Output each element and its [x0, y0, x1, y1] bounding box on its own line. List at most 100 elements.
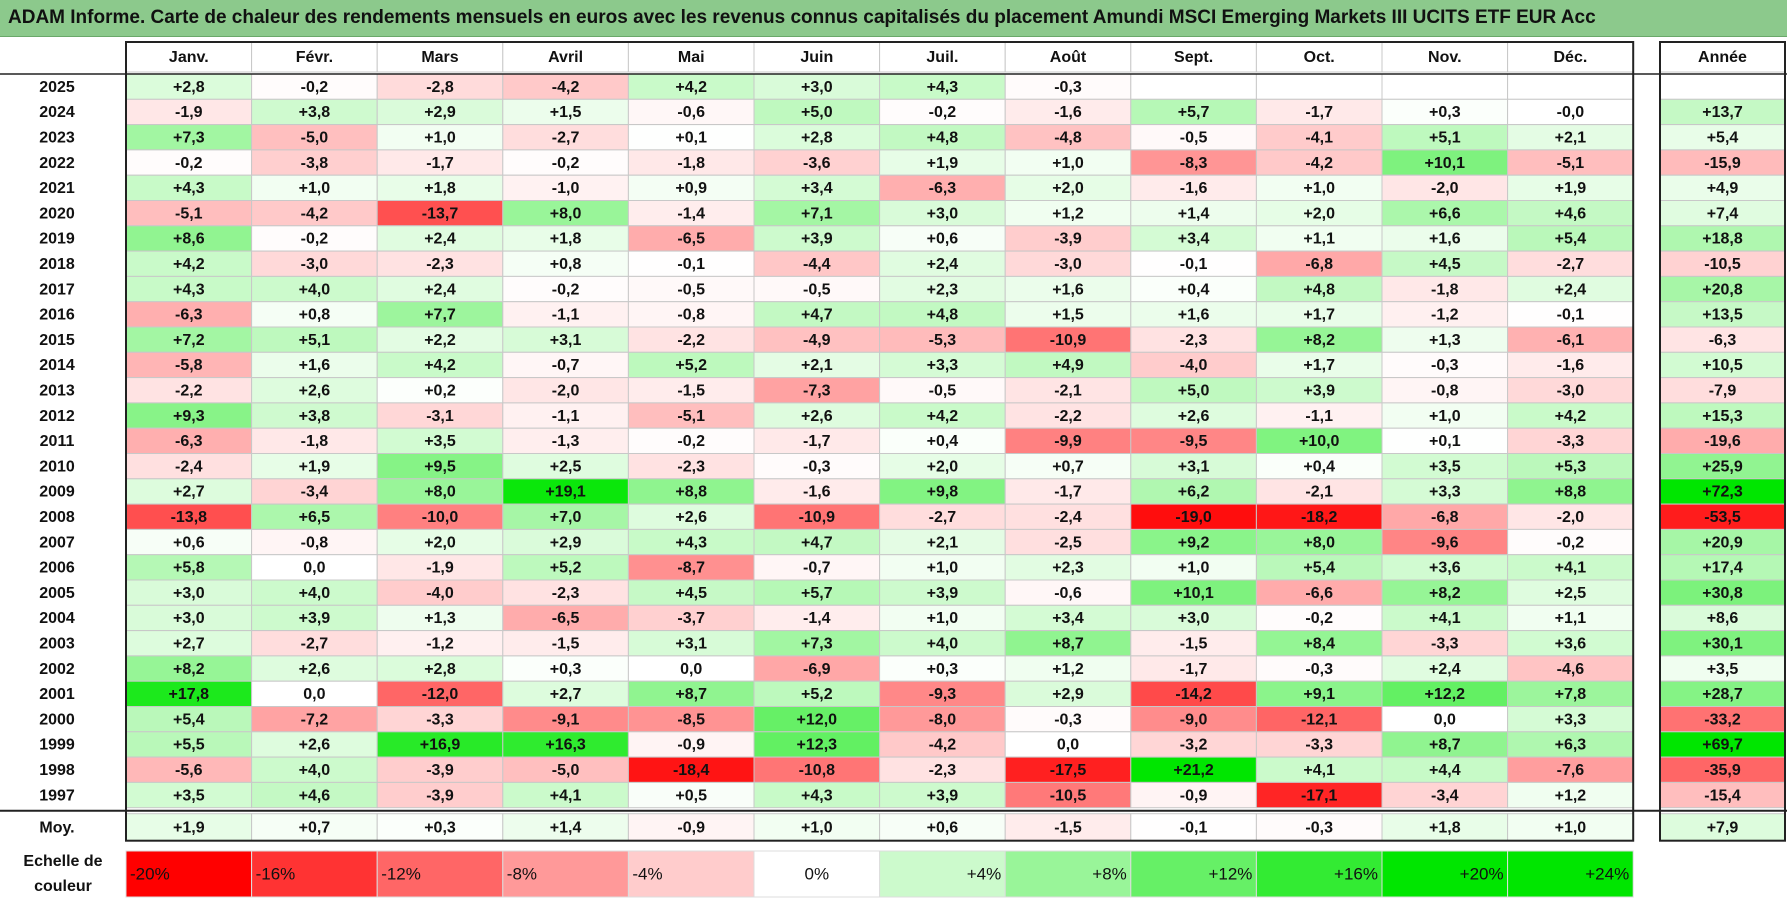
cell-value-label: +0,1 [1429, 433, 1461, 450]
heat-cell [376, 301, 504, 328]
heat-cell [879, 174, 1006, 201]
heat-cell [502, 427, 629, 455]
cell-value-label: +4,0 [299, 281, 331, 298]
cell-value-label: +0,8 [550, 256, 582, 273]
heat-cell [502, 225, 629, 252]
cell-value-label: +12,0 [797, 711, 838, 728]
cell-value-label: -8,0 [929, 711, 957, 728]
heat-cell [1507, 630, 1634, 657]
cell-value-label: -1,6 [1557, 357, 1585, 374]
cell-value-label: +2,7 [173, 484, 205, 501]
heat-cell [1004, 478, 1132, 505]
cell-value-label: -2,3 [552, 585, 580, 602]
average-cell [879, 813, 1006, 842]
month-header-label: Nov. [1428, 49, 1461, 66]
cell-value-label: +1,8 [424, 180, 456, 197]
cell-value-label: +2,3 [927, 281, 959, 298]
average-cell [753, 813, 881, 842]
average-cell [251, 813, 378, 842]
row-year-label: 2010 [39, 458, 75, 475]
heat-cell [753, 174, 881, 201]
cell-value-label: -10,9 [799, 509, 836, 526]
cell-value-label: +2,2 [424, 332, 456, 349]
heat-cell [502, 377, 629, 404]
cell-value-label: +2,4 [424, 231, 456, 248]
heat-cell [1507, 301, 1634, 328]
heat-cell [251, 781, 378, 809]
cell-value-label: -6,3 [175, 307, 203, 324]
scale-step-label: -8% [507, 864, 537, 883]
cell-value-label: +2,0 [1303, 205, 1335, 222]
heat-cell [1381, 453, 1509, 480]
heat-cell [1004, 351, 1132, 379]
cell-value-label: -6,8 [1431, 509, 1459, 526]
cell-value-label: +1,0 [1429, 408, 1461, 425]
cell-value-label: +4,6 [299, 787, 331, 804]
cell-value-label: +2,8 [424, 661, 456, 678]
cell-value-label: +4,3 [173, 281, 205, 298]
heat-cell [251, 301, 378, 328]
heat-cell [1255, 478, 1383, 505]
cell-value-label: +16,3 [545, 737, 586, 754]
cell-value-label: -3,9 [426, 787, 454, 804]
heat-cell [1130, 377, 1257, 404]
month-header-label: Mai [678, 49, 705, 66]
heat-cell [125, 756, 253, 783]
annual-cell [1659, 377, 1786, 404]
cell-value-label: -1,8 [1431, 281, 1459, 298]
cell-value-label: +1,1 [1555, 610, 1587, 627]
cell-value-label: -0,6 [677, 104, 705, 121]
row-year-label: 2003 [39, 635, 75, 652]
heat-cell [376, 200, 504, 227]
cell-value-label: +10,1 [1173, 585, 1214, 602]
cell-value-label: -1,4 [677, 205, 705, 222]
cell-value-label: -1,4 [803, 610, 831, 627]
row-year-label: 2009 [39, 484, 75, 501]
cell-value-label: -12,1 [1301, 711, 1338, 728]
heat-cell [251, 756, 378, 783]
cell-value-label: -3,6 [803, 155, 831, 172]
heat-cell [627, 554, 755, 581]
cell-value-label: -0,5 [677, 281, 705, 298]
cell-value-label: -0,0 [1557, 104, 1585, 121]
row-year-label: 2025 [39, 79, 75, 96]
cell-value-label: +2,4 [424, 281, 456, 298]
cell-value-label: +4,1 [550, 787, 582, 804]
heat-cell [376, 351, 504, 379]
heat-cell [1004, 781, 1132, 809]
heat-cell [125, 706, 253, 733]
cell-value-label: -1,5 [1180, 635, 1208, 652]
heat-cell [753, 528, 881, 556]
heat-cell [1130, 275, 1257, 303]
average-value-label: -0,3 [1305, 819, 1333, 836]
heat-cell [251, 478, 378, 505]
cell-value-label: +3,9 [927, 585, 959, 602]
average-cell [1255, 813, 1383, 842]
heat-cell [627, 655, 755, 682]
cell-value-label: +3,3 [1555, 711, 1587, 728]
cell-value-label: +3,3 [927, 357, 959, 374]
cell-value-label: -1,5 [552, 635, 580, 652]
cell-value-label: -1,6 [1054, 104, 1082, 121]
cell-value-label: -1,3 [552, 433, 580, 450]
heat-cell [627, 351, 755, 379]
cell-value-label: -1,7 [1180, 661, 1208, 678]
heat-cell [1381, 503, 1509, 530]
heat-cell [1130, 200, 1257, 227]
cell-value-label: 0,0 [1434, 711, 1456, 728]
cell-value-label: +8,2 [1429, 585, 1461, 602]
scale-swatch [1255, 850, 1383, 898]
annual-value-label: +69,7 [1702, 737, 1743, 754]
month-header-cell [125, 41, 253, 73]
annual-cell [1659, 706, 1786, 733]
cell-value-label: +3,9 [1303, 382, 1335, 399]
cell-value-label: +2,6 [801, 408, 833, 425]
cell-value-label: -6,6 [1305, 585, 1333, 602]
cell-value-label: +2,1 [801, 357, 833, 374]
cell-value-label: +9,1 [1303, 686, 1335, 703]
heat-cell [125, 554, 253, 581]
annual-cell [1659, 124, 1786, 151]
heat-cell [753, 275, 881, 303]
cell-value-label: -8,5 [677, 711, 705, 728]
cell-value-label: +8,4 [1303, 635, 1335, 652]
